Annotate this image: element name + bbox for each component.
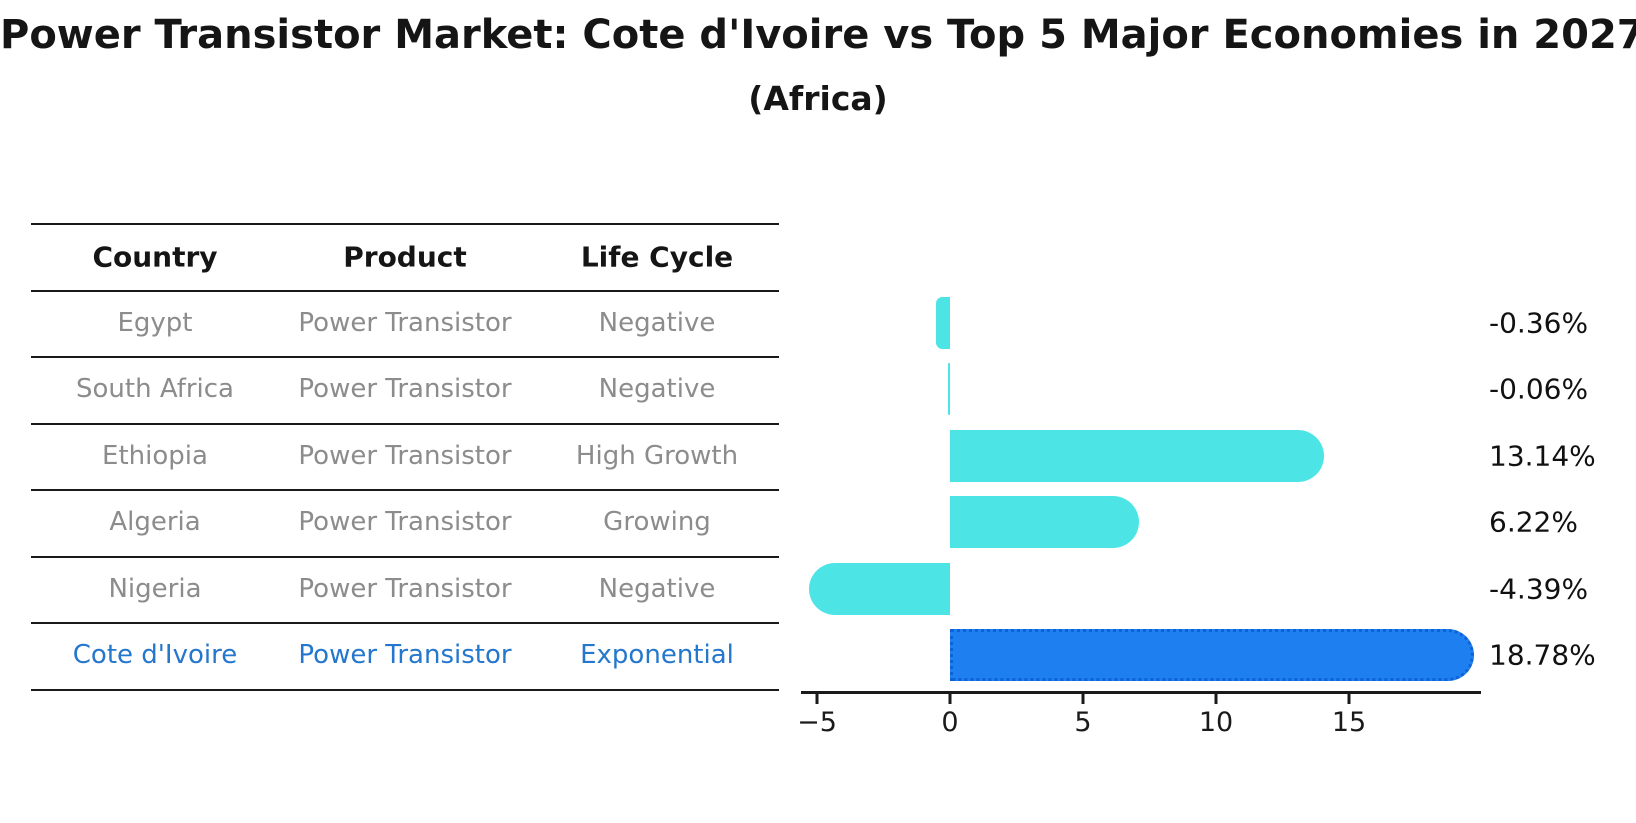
table-cell-country: Ethiopia	[102, 440, 208, 471]
table-cell-product: Power Transistor	[298, 440, 512, 471]
bar	[950, 429, 1324, 482]
table-cell-country: Nigeria	[108, 573, 202, 604]
x-axis-tick-label: −5	[797, 707, 837, 738]
value-label: -0.36%	[1489, 306, 1589, 340]
bar	[935, 296, 950, 349]
table-cell-product: Power Transistor	[298, 307, 512, 338]
table-cell-life_cycle: Negative	[598, 307, 716, 338]
table-cell-life_cycle: Negative	[598, 374, 716, 405]
table-cell-product: Power Transistor	[298, 573, 512, 604]
table-divider-line	[31, 555, 779, 558]
bar	[947, 363, 950, 416]
chart-subtitle: (Africa)	[748, 79, 888, 118]
bar	[950, 496, 1140, 549]
table-cell-country: Egypt	[117, 307, 193, 338]
x-axis-tick-label: 5	[1074, 707, 1092, 738]
table-cell-product: Power Transistor	[298, 507, 512, 538]
x-axis-tick	[1081, 694, 1085, 704]
table-header-cell: Product	[343, 240, 467, 273]
table-cell-country: Algeria	[109, 507, 201, 538]
table-divider-line	[31, 422, 779, 425]
table-divider-line	[31, 223, 779, 225]
bar	[809, 562, 950, 615]
table-divider-line	[31, 622, 779, 624]
table-divider-line	[31, 489, 779, 491]
table-cell-country: Cote d'Ivoire	[72, 640, 238, 671]
main-title: Power Transistor Market: Cote d'Ivoire v…	[0, 12, 1636, 58]
highlight-bar	[950, 629, 1474, 682]
table-cell-life_cycle: Negative	[598, 573, 716, 604]
table-cell-country: South Africa	[76, 374, 234, 405]
x-axis-line	[801, 691, 1481, 694]
table-divider-line	[31, 688, 779, 691]
value-label: -0.06%	[1489, 372, 1589, 406]
value-label: 18.78%	[1489, 638, 1596, 672]
table-header-cell: Country	[92, 240, 218, 273]
value-label: 13.14%	[1489, 439, 1596, 473]
value-label: 6.22%	[1489, 505, 1578, 539]
table-header-cell: Life Cycle	[580, 240, 734, 273]
table-cell-product: Power Transistor	[298, 640, 512, 671]
x-axis-tick-label: 15	[1331, 707, 1367, 738]
table-divider-line	[31, 356, 779, 358]
x-axis-tick	[1214, 694, 1218, 704]
x-axis-tick	[1347, 694, 1351, 704]
table-cell-product: Power Transistor	[298, 374, 512, 405]
x-axis-tick	[948, 694, 952, 704]
table-cell-life_cycle: Exponential	[580, 640, 734, 671]
x-axis-tick-label: 10	[1198, 707, 1234, 738]
x-axis-tick	[815, 694, 819, 704]
table-divider-line	[31, 289, 779, 292]
x-axis-tick-label: 0	[941, 707, 959, 738]
table-cell-life_cycle: Growing	[603, 507, 711, 538]
value-label: -4.39%	[1489, 572, 1589, 606]
table-cell-life_cycle: High Growth	[575, 440, 739, 471]
